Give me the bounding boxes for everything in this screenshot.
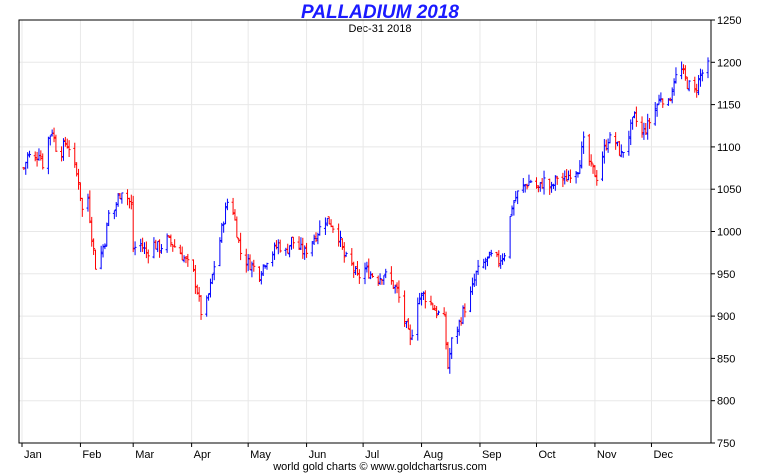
chart-title: PALLADIUM 2018 [300,2,459,23]
y-tick-label: 750 [717,438,735,450]
x-tick-label: Oct [539,449,556,461]
x-tick-label: Jul [365,449,379,461]
y-tick-label: 1200 [717,57,741,69]
x-tick-label: Jun [309,449,327,461]
y-tick-label: 900 [717,311,735,323]
plot-frame [18,19,712,444]
chart-footer: world gold charts © www.goldchartsrus.co… [273,461,487,473]
x-tick-label: Dec [653,449,673,461]
x-tick-label: Mar [135,449,154,461]
y-tick-label: 1050 [717,184,741,196]
x-tick-label: Sep [482,449,502,461]
y-tick-label: 1100 [717,142,741,154]
y-tick-label: 850 [717,353,735,365]
y-tick-label: 1000 [717,227,741,239]
y-tick-label: 950 [717,269,735,281]
y-tick-label: 800 [717,396,735,408]
x-tick-label: Jan [24,449,42,461]
x-tick-label: Nov [597,449,617,461]
x-tick-label: Feb [82,449,101,461]
x-tick-label: Aug [424,449,444,461]
y-tick-label: 1150 [717,100,741,112]
y-tick-label: 1250 [717,15,741,27]
chart-subtitle: Dec-31 2018 [348,23,412,35]
x-tick-label: Apr [194,449,211,461]
x-tick-label: May [250,449,271,461]
